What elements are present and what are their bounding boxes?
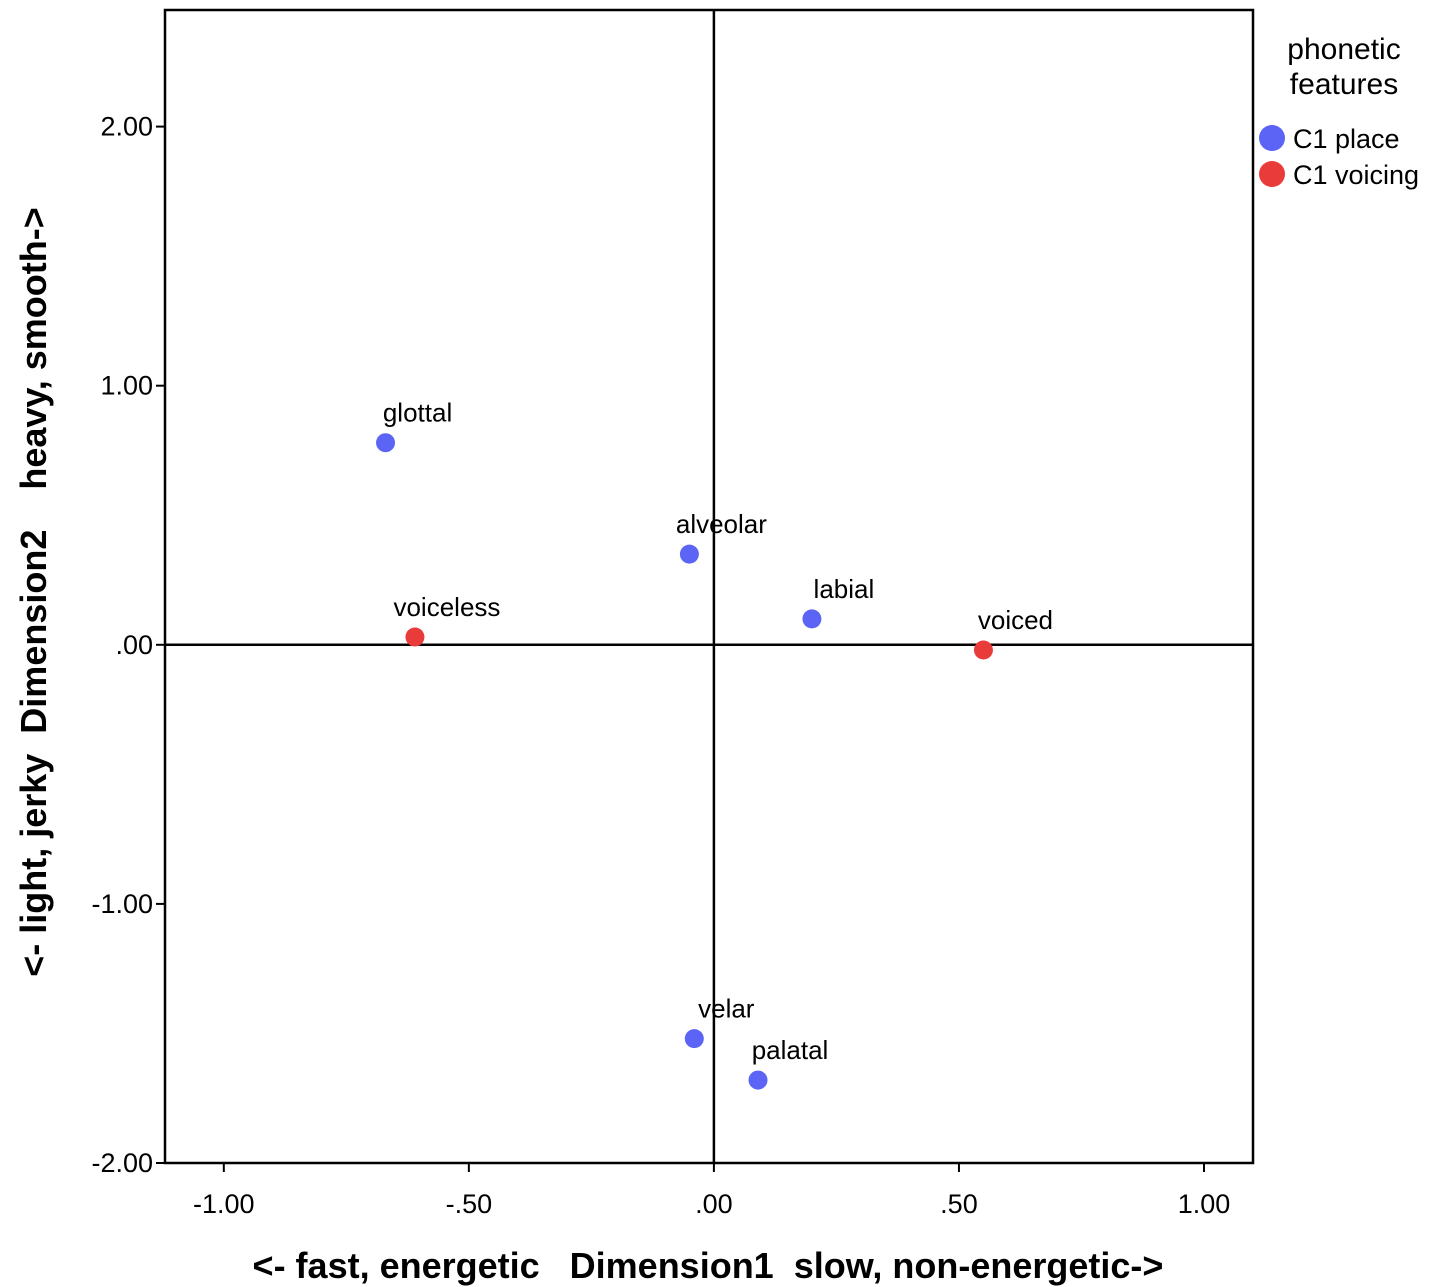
- point-label-palatal: palatal: [752, 1035, 829, 1065]
- point-label-velar: velar: [698, 994, 755, 1024]
- legend-label-c1-place: C1 place: [1293, 124, 1400, 154]
- legend: phonetic features C1 place C1 voicing: [1259, 33, 1419, 190]
- point-label-labial: labial: [814, 574, 875, 604]
- y-axis-title: <- light, jerky Dimension2 heavy, smooth…: [13, 207, 54, 977]
- y-tick-label: .00: [115, 630, 153, 660]
- y-tick-label: 1.00: [100, 371, 153, 401]
- y-axis-ticks: -2.00 -1.00 .00 1.00 2.00: [91, 112, 165, 1178]
- point-label-voiceless: voiceless: [393, 592, 500, 622]
- point-glottal: [376, 433, 396, 453]
- point-label-voiced: voiced: [978, 605, 1053, 635]
- legend-title-line-1: phonetic: [1287, 33, 1400, 66]
- x-tick-label: 1.00: [1178, 1189, 1231, 1219]
- y-tick-label: 2.00: [100, 112, 153, 142]
- x-tick-label: .50: [940, 1189, 978, 1219]
- x-axis-title: <- fast, energetic Dimension1 slow, non-…: [253, 1245, 1164, 1286]
- data-points: glottal alveolar labial velar palatal voicele…: [376, 398, 1053, 1090]
- x-axis-ticks: -1.00 -.50 .00 .50 1.00: [193, 1163, 1230, 1219]
- x-tick-label: .00: [695, 1189, 733, 1219]
- x-tick-label: -.50: [446, 1189, 493, 1219]
- legend-label-c1-voicing: C1 voicing: [1293, 160, 1419, 190]
- legend-marker-c1-voicing: [1259, 161, 1285, 187]
- point-label-alveolar: alveolar: [676, 509, 767, 539]
- point-label-glottal: glottal: [383, 398, 452, 428]
- point-alveolar: [679, 544, 699, 564]
- point-voiced: [973, 640, 993, 660]
- point-palatal: [748, 1070, 768, 1090]
- plot-frame: [163, 8, 1255, 1165]
- y-tick-label: -2.00: [91, 1148, 153, 1178]
- legend-title-line-2: features: [1290, 68, 1398, 101]
- legend-marker-c1-place: [1259, 125, 1285, 151]
- x-tick-label: -1.00: [193, 1189, 255, 1219]
- point-voiceless: [405, 627, 425, 647]
- point-velar: [684, 1029, 704, 1049]
- y-tick-label: -1.00: [91, 889, 153, 919]
- point-labial: [802, 609, 822, 629]
- reference-lines: [165, 10, 1253, 1163]
